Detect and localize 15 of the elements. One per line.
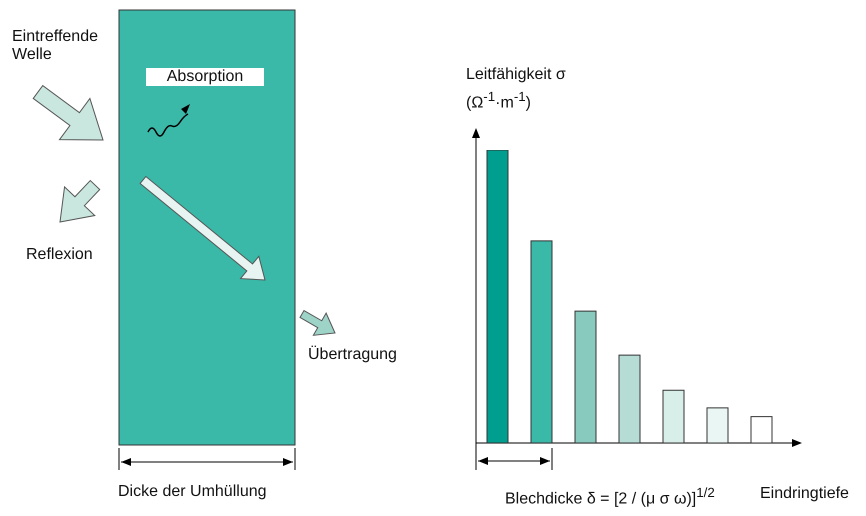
text: Eintreffende Welle [12,28,98,64]
bar [574,310,596,443]
bar [706,407,728,443]
text: Absorption [146,68,264,86]
bar [662,390,684,443]
text: Reflexion [26,246,94,264]
bar [750,416,772,443]
text: Blechdicke δ = [2 / (μ σ ω)]$^{1/2}$ [505,485,716,508]
text: Übertragung [308,346,398,364]
x-axis-title: Eindringtiefe [760,485,849,503]
bar [486,150,508,443]
y-axis-title: Leitfähigkeit σ (Ω$^{-1}$·m$^{-1}$) [466,65,566,114]
bar [530,240,552,443]
bar [618,354,640,443]
text: Dicke der Umhüllung [118,483,268,501]
